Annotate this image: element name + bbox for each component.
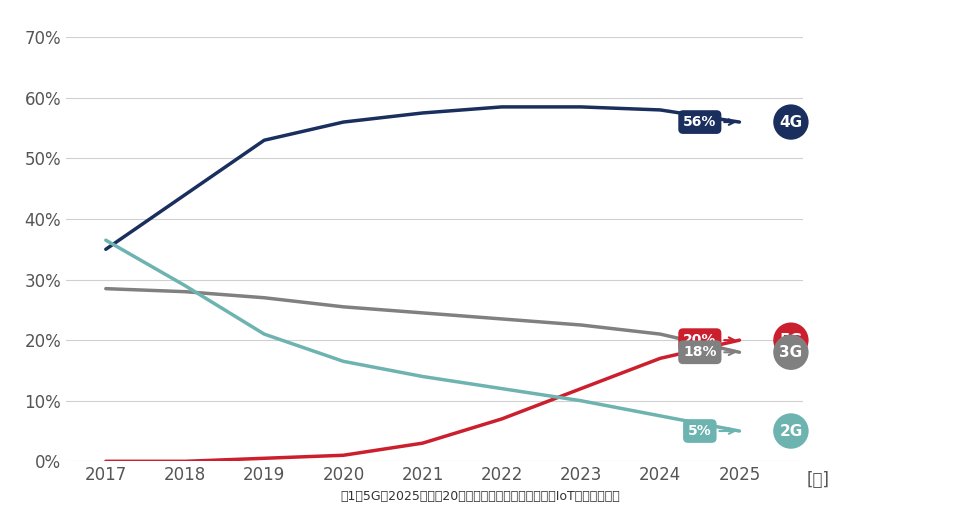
Text: 3G: 3G — [780, 345, 803, 360]
Text: 20%: 20% — [684, 333, 734, 347]
Text: 56%: 56% — [684, 115, 734, 129]
Text: [年]: [年] — [806, 471, 829, 489]
Text: 18%: 18% — [684, 345, 734, 359]
Text: 5G: 5G — [780, 333, 803, 347]
Text: 図1　5Gは2025年には20％の市場へと拡大（セルラーIoT接続を除く）: 図1 5Gは2025年には20％の市場へと拡大（セルラーIoT接続を除く） — [340, 490, 620, 503]
Text: 2G: 2G — [780, 424, 803, 438]
Text: 5%: 5% — [688, 424, 734, 438]
Text: 4G: 4G — [780, 115, 803, 130]
